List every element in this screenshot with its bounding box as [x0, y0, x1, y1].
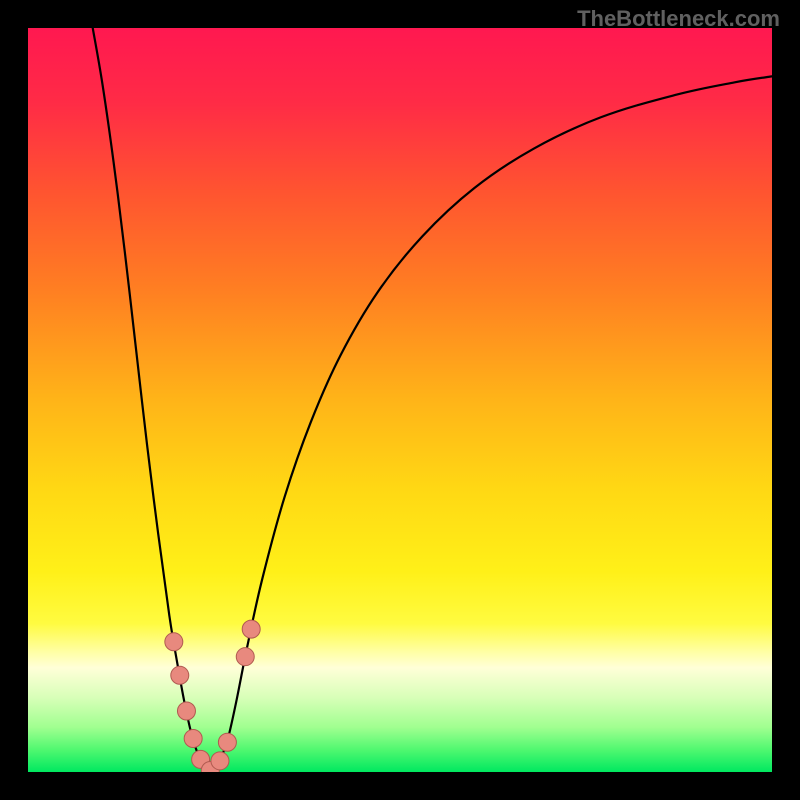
marker-right-0 — [236, 648, 254, 666]
marker-left-1 — [171, 666, 189, 684]
bottleneck-chart: TheBottleneck.com — [0, 0, 800, 800]
watermark-text: TheBottleneck.com — [577, 6, 780, 32]
marker-left-7 — [218, 733, 236, 751]
marker-left-6 — [211, 752, 229, 770]
marker-left-0 — [165, 633, 183, 651]
marker-right-1 — [242, 620, 260, 638]
marker-left-2 — [177, 702, 195, 720]
plot-area — [28, 28, 772, 772]
curves-layer — [28, 28, 772, 772]
marker-left-3 — [184, 730, 202, 748]
curve-left — [93, 28, 211, 772]
curve-right — [210, 76, 772, 772]
